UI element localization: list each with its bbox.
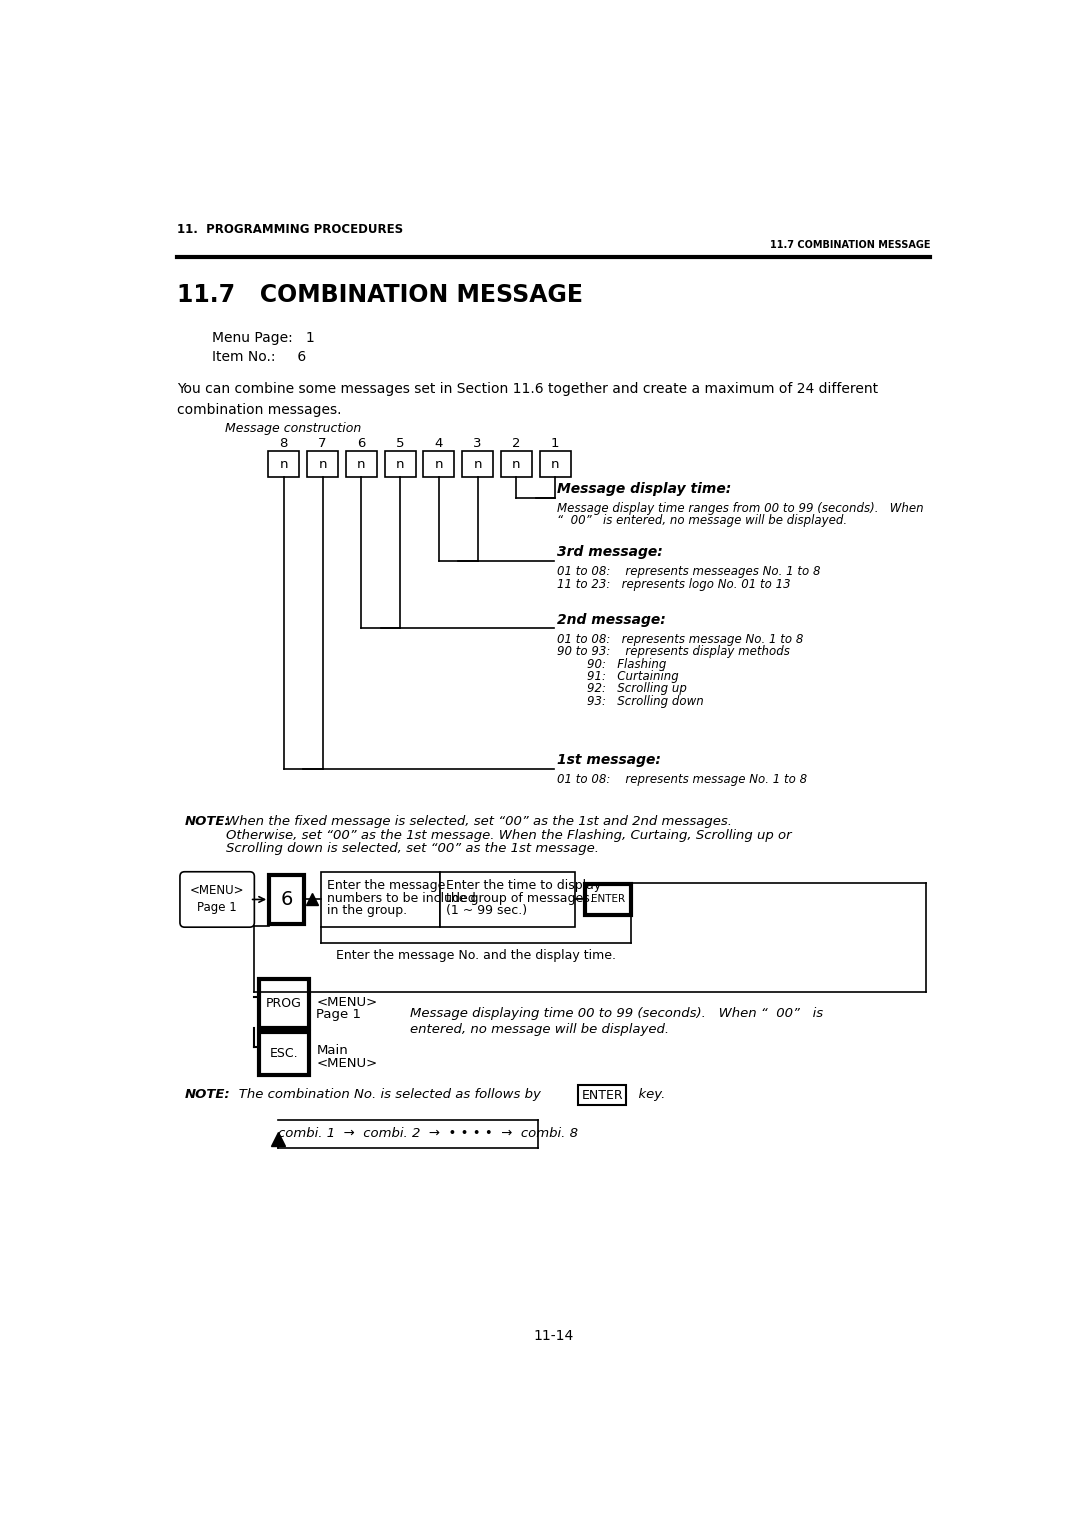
Text: <MENU>: <MENU>: [316, 996, 378, 1008]
Text: n: n: [551, 458, 559, 471]
Text: 3: 3: [473, 437, 482, 451]
Bar: [384, 451, 416, 477]
Text: Enter the time to display: Enter the time to display: [446, 880, 602, 892]
Text: Enter the message No. and the display time.: Enter the message No. and the display ti…: [336, 949, 616, 961]
Bar: [268, 451, 299, 477]
Text: <MENU>: <MENU>: [316, 1056, 378, 1070]
Text: 90 to 93:    represents display methods: 90 to 93: represents display methods: [556, 645, 789, 659]
Bar: [578, 1085, 626, 1105]
Text: n: n: [434, 458, 443, 471]
Text: the group of messages.: the group of messages.: [446, 892, 594, 905]
Text: ESC.: ESC.: [270, 1047, 298, 1060]
Bar: [462, 451, 494, 477]
Text: 6: 6: [357, 437, 365, 451]
Text: 11.7   COMBINATION MESSAGE: 11.7 COMBINATION MESSAGE: [177, 284, 583, 307]
Text: combi. 1  →  combi. 2  →  • • • •  →  combi. 8: combi. 1 → combi. 2 → • • • • → combi. 8: [279, 1126, 579, 1140]
Text: 92:   Scrolling up: 92: Scrolling up: [556, 683, 687, 695]
Text: 01 to 08:    represents messeages No. 1 to 8: 01 to 08: represents messeages No. 1 to …: [556, 565, 820, 578]
Bar: [259, 1031, 309, 1076]
Text: Item No.:     6: Item No.: 6: [213, 350, 307, 364]
Bar: [259, 979, 309, 1028]
Text: The combination No. is selected as follows by: The combination No. is selected as follo…: [227, 1088, 541, 1102]
Text: 01 to 08:   represents message No. 1 to 8: 01 to 08: represents message No. 1 to 8: [556, 633, 802, 646]
Text: Message display time ranges from 00 to 99 (seconds).   When: Message display time ranges from 00 to 9…: [556, 503, 923, 515]
Bar: [346, 451, 377, 477]
Text: <MENU>
Page 1: <MENU> Page 1: [190, 885, 244, 914]
Text: 2nd message:: 2nd message:: [556, 613, 665, 626]
Text: numbers to be included: numbers to be included: [327, 892, 476, 905]
Text: Page 1: Page 1: [316, 1008, 362, 1021]
Text: You can combine some messages set in Section 11.6 together and create a maximum : You can combine some messages set in Sec…: [177, 382, 878, 417]
Text: n: n: [357, 458, 365, 471]
Text: 91:   Curtaining: 91: Curtaining: [556, 669, 678, 683]
Text: 4: 4: [434, 437, 443, 451]
Text: 3rd message:: 3rd message:: [556, 545, 662, 559]
Text: 11.7 COMBINATION MESSAGE: 11.7 COMBINATION MESSAGE: [770, 240, 930, 251]
Text: ENTER: ENTER: [591, 894, 625, 905]
Text: ENTER: ENTER: [581, 1088, 623, 1102]
Text: 93:   Scrolling down: 93: Scrolling down: [556, 695, 703, 707]
Text: 5: 5: [395, 437, 404, 451]
FancyBboxPatch shape: [180, 872, 255, 927]
Bar: [307, 451, 338, 477]
Text: Enter the message: Enter the message: [327, 880, 446, 892]
Bar: [501, 451, 531, 477]
Text: “  00”   is entered, no message will be displayed.: “ 00” is entered, no message will be dis…: [556, 515, 847, 527]
Text: n: n: [512, 458, 521, 471]
Text: n: n: [280, 458, 288, 471]
Text: Message displaying time 00 to 99 (seconds).   When “  00”   is: Message displaying time 00 to 99 (second…: [410, 1007, 823, 1021]
Text: 11-14: 11-14: [534, 1329, 573, 1343]
Text: NOTE:: NOTE:: [185, 1088, 230, 1102]
Bar: [584, 885, 631, 915]
Bar: [269, 876, 303, 924]
Text: 2: 2: [512, 437, 521, 451]
Bar: [423, 451, 455, 477]
Text: NOTE:: NOTE:: [185, 814, 230, 828]
Text: in the group.: in the group.: [327, 905, 407, 917]
Text: Scrolling down is selected, set “00” as the 1st message.: Scrolling down is selected, set “00” as …: [227, 842, 599, 856]
Text: 6: 6: [281, 889, 293, 909]
Text: 11 to 23:   represents logo No. 01 to 13: 11 to 23: represents logo No. 01 to 13: [556, 578, 791, 591]
Text: (1 ~ 99 sec.): (1 ~ 99 sec.): [446, 905, 527, 917]
Text: 01 to 08:    represents message No. 1 to 8: 01 to 08: represents message No. 1 to 8: [556, 773, 807, 787]
Text: Message display time:: Message display time:: [556, 481, 731, 497]
Text: 1st message:: 1st message:: [556, 753, 661, 767]
Text: 8: 8: [280, 437, 288, 451]
Text: key.: key.: [631, 1088, 665, 1102]
Text: Main: Main: [316, 1044, 348, 1057]
Bar: [440, 872, 576, 927]
Text: n: n: [395, 458, 404, 471]
Text: 7: 7: [319, 437, 327, 451]
Text: 11.  PROGRAMMING PROCEDURES: 11. PROGRAMMING PROCEDURES: [177, 223, 403, 237]
Text: Otherwise, set “00” as the 1st message. When the Flashing, Curtaing, Scrolling u: Otherwise, set “00” as the 1st message. …: [227, 828, 792, 842]
Text: Menu Page:   1: Menu Page: 1: [213, 332, 315, 345]
Text: 1: 1: [551, 437, 559, 451]
Text: n: n: [319, 458, 327, 471]
Bar: [321, 872, 440, 927]
Text: PROG: PROG: [266, 996, 301, 1010]
Text: Message construction: Message construction: [225, 422, 361, 435]
Text: When the fixed message is selected, set “00” as the 1st and 2nd messages.: When the fixed message is selected, set …: [227, 814, 732, 828]
Text: 90:   Flashing: 90: Flashing: [556, 657, 666, 671]
Bar: [540, 451, 570, 477]
Text: n: n: [473, 458, 482, 471]
Text: entered, no message will be displayed.: entered, no message will be displayed.: [410, 1022, 670, 1036]
